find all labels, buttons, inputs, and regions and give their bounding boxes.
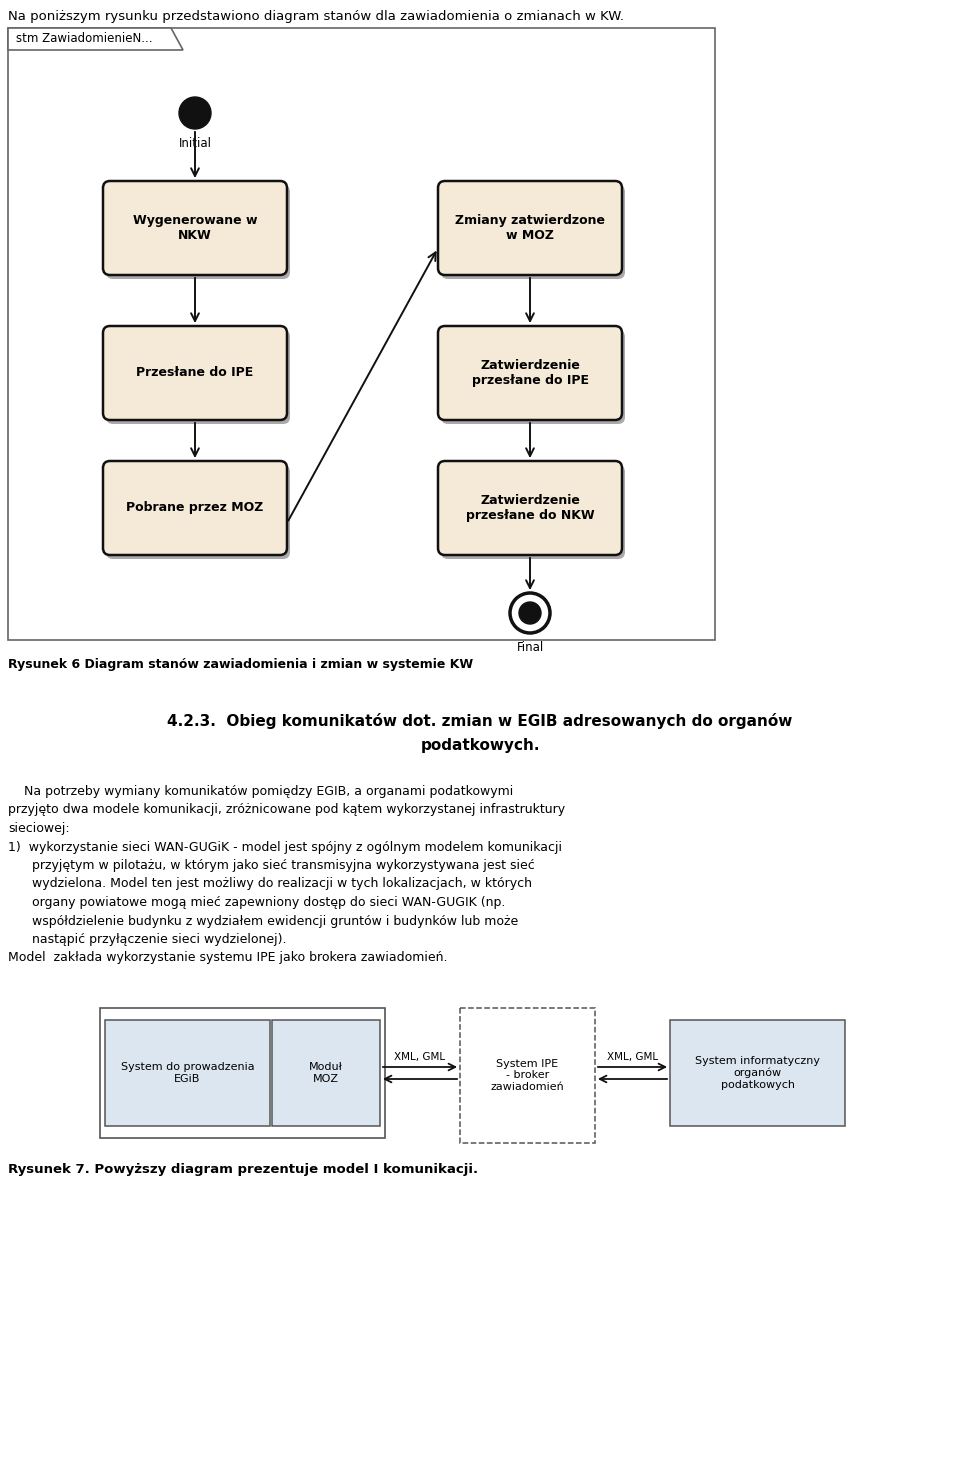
Text: Model  zakłada wykorzystanie systemu IPE jako brokera zawiadomień.: Model zakłada wykorzystanie systemu IPE … [8,952,447,965]
Text: Zatwierdzenie
przesłane do NKW: Zatwierdzenie przesłane do NKW [466,494,594,522]
FancyBboxPatch shape [438,181,622,275]
Text: Rysunek 7. Powyższy diagram prezentuje model I komunikacji.: Rysunek 7. Powyższy diagram prezentuje m… [8,1162,478,1175]
FancyBboxPatch shape [106,465,290,558]
Text: Wygenerowane w
NKW: Wygenerowane w NKW [132,213,257,243]
Text: XML, GML: XML, GML [395,1053,445,1061]
Text: przyjęto dwa modele komunikacji, zróżnicowane pod kątem wykorzystanej infrastruk: przyjęto dwa modele komunikacji, zróżnic… [8,804,565,816]
Text: Zmiany zatwierdzone
w MOZ: Zmiany zatwierdzone w MOZ [455,213,605,243]
Text: System informatyczny
organów
podatkowych: System informatyczny organów podatkowych [695,1056,820,1089]
Circle shape [179,96,211,129]
Text: podatkowych.: podatkowych. [420,738,540,753]
Polygon shape [8,28,183,50]
FancyBboxPatch shape [441,465,625,558]
Text: Zatwierdzenie
przesłane do IPE: Zatwierdzenie przesłane do IPE [471,360,588,387]
Bar [105,1020,270,1126]
Text: Initial: Initial [179,137,211,151]
FancyBboxPatch shape [438,461,622,556]
Text: Moduł
MOZ: Moduł MOZ [309,1063,343,1083]
Text: System do prowadzenia
EGiB: System do prowadzenia EGiB [121,1063,254,1083]
Text: wydzielona. Model ten jest możliwy do realizacji w tych lokalizacjach, w których: wydzielona. Model ten jest możliwy do re… [8,877,532,890]
Text: Rysunek 6 Diagram stanów zawiadomienia i zmian w systemie KW: Rysunek 6 Diagram stanów zawiadomienia i… [8,658,473,671]
FancyBboxPatch shape [441,186,625,279]
FancyBboxPatch shape [106,330,290,424]
FancyBboxPatch shape [106,186,290,279]
Text: 4.2.3.  Obieg komunikatów dot. zmian w EGIB adresowanych do organów: 4.2.3. Obieg komunikatów dot. zmian w EG… [167,713,793,730]
Text: sieciowej:: sieciowej: [8,822,70,835]
Bar [272,1020,380,1126]
Text: XML, GML: XML, GML [607,1053,658,1061]
Text: Pobrane przez MOZ: Pobrane przez MOZ [127,501,264,515]
Text: organy powiatowe mogą mieć zapewniony dostęp do sieci WAN-GUGIK (np.: organy powiatowe mogą mieć zapewniony do… [8,896,505,909]
Bar [460,1007,595,1143]
Bar [670,1020,845,1126]
Text: System IPE
- broker
zawiadomień: System IPE - broker zawiadomień [491,1058,564,1092]
Text: 1)  wykorzystanie sieci WAN-GUGiK - model jest spójny z ogólnym modelem komunika: 1) wykorzystanie sieci WAN-GUGiK - model… [8,841,562,854]
Text: nastąpić przyłączenie sieci wydzielonej).: nastąpić przyłączenie sieci wydzielonej)… [8,933,286,946]
Bar [100,1007,385,1137]
Text: stm ZawiadomienieN...: stm ZawiadomienieN... [16,32,153,45]
Text: Na poniższym rysunku przedstawiono diagram stanów dla zawiadomienia o zmianach w: Na poniższym rysunku przedstawiono diagr… [8,10,624,23]
Circle shape [519,602,541,624]
FancyBboxPatch shape [438,326,622,420]
Text: Final: Final [516,640,543,654]
Text: Na potrzeby wymiany komunikatów pomiędzy EGIB, a organami podatkowymi: Na potrzeby wymiany komunikatów pomiędzy… [8,785,514,798]
FancyBboxPatch shape [103,181,287,275]
FancyBboxPatch shape [441,330,625,424]
Text: Przesłane do IPE: Przesłane do IPE [136,367,253,380]
Text: przyjętym w pilotażu, w którym jako sieć transmisyjna wykorzystywana jest sieć: przyjętym w pilotażu, w którym jako sieć… [8,860,535,871]
Bar [8,28,715,640]
FancyBboxPatch shape [103,326,287,420]
Text: współdzielenie budynku z wydziałem ewidencji gruntów i budynków lub może: współdzielenie budynku z wydziałem ewide… [8,915,518,927]
FancyBboxPatch shape [103,461,287,556]
